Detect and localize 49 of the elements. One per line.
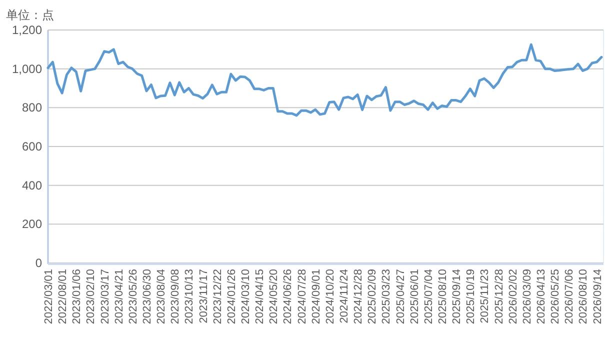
x-tick-label: 2023/09/08 (170, 269, 182, 324)
x-tick-label: 2024/04/15 (254, 269, 266, 324)
y-tick-label: 0 (35, 256, 42, 270)
x-tick-label: 2023/03/17 (99, 269, 112, 324)
x-tick-label: 2023/11/17 (198, 269, 210, 324)
x-tick-label: 2025/12/28 (493, 269, 506, 324)
x-tick-label: 2026/08/10 (578, 269, 590, 324)
x-tick-label: 2025/03/23 (380, 269, 393, 324)
x-tick-label: 2025/04/27 (394, 269, 407, 324)
x-tick-label: 2024/12/28 (352, 269, 365, 324)
x-tick-label: 2024/07/28 (296, 269, 308, 324)
x-tick-label: 2024/06/26 (282, 269, 294, 324)
x-tick-label: 2026/05/25 (550, 269, 562, 324)
x-tick-label: 2024/05/20 (268, 269, 280, 324)
x-tick-label: 2022/03/01 (43, 269, 55, 324)
x-tick-label: 2025/08/10 (437, 269, 450, 324)
x-tick-label: 2023/10/13 (184, 269, 196, 324)
x-tick-label: 2025/07/04 (422, 269, 435, 324)
x-tick-label: 2023/01/06 (71, 269, 84, 324)
x-tick-label: 2023/05/26 (127, 269, 140, 324)
x-tick-label: 2025/10/19 (465, 269, 478, 324)
x-tick-label: 2023/08/04 (156, 269, 168, 324)
x-tick-label: 2025/09/14 (451, 269, 464, 324)
x-tick-label: 2022/08/01 (57, 269, 70, 324)
x-tick-label: 2026/04/13 (536, 269, 548, 324)
x-tick-label: 2024/01/26 (226, 269, 238, 324)
x-tick-label: 2025/06/01 (408, 269, 421, 324)
x-tick-label: 2023/12/22 (212, 269, 224, 324)
y-tick-label: 800 (22, 100, 42, 115)
x-tick-label: 2024/09/01 (310, 269, 322, 324)
line-series (46, 43, 603, 117)
x-tick-label: 2024/10/20 (324, 269, 336, 324)
x-tick-label: 2025/11/23 (479, 269, 492, 324)
y-tick-label: 600 (22, 140, 42, 154)
y-tick-label: 400 (22, 178, 42, 192)
y-axis-title: 单位：点 (6, 8, 54, 22)
x-tick-label: 2023/02/10 (85, 269, 98, 324)
x-tick-label: 2025/02/09 (366, 269, 379, 324)
x-tick-label: 2026/03/09 (521, 269, 534, 324)
x-tick-label: 2026/07/06 (564, 269, 576, 324)
y-tick-label: 1,000 (12, 62, 42, 76)
x-tick-label: 2023/06/30 (142, 269, 154, 324)
x-tick-label: 2024/11/24 (338, 269, 351, 324)
x-tick-label: 2026/09/14 (592, 269, 604, 324)
y-tick-label: 1,200 (12, 23, 42, 37)
x-tick-label: 2026/02/02 (507, 269, 520, 324)
x-tick-label: 2023/04/21 (113, 269, 126, 324)
y-tick-label: 200 (22, 217, 42, 232)
x-tick-label: 2024/03/10 (240, 269, 252, 324)
